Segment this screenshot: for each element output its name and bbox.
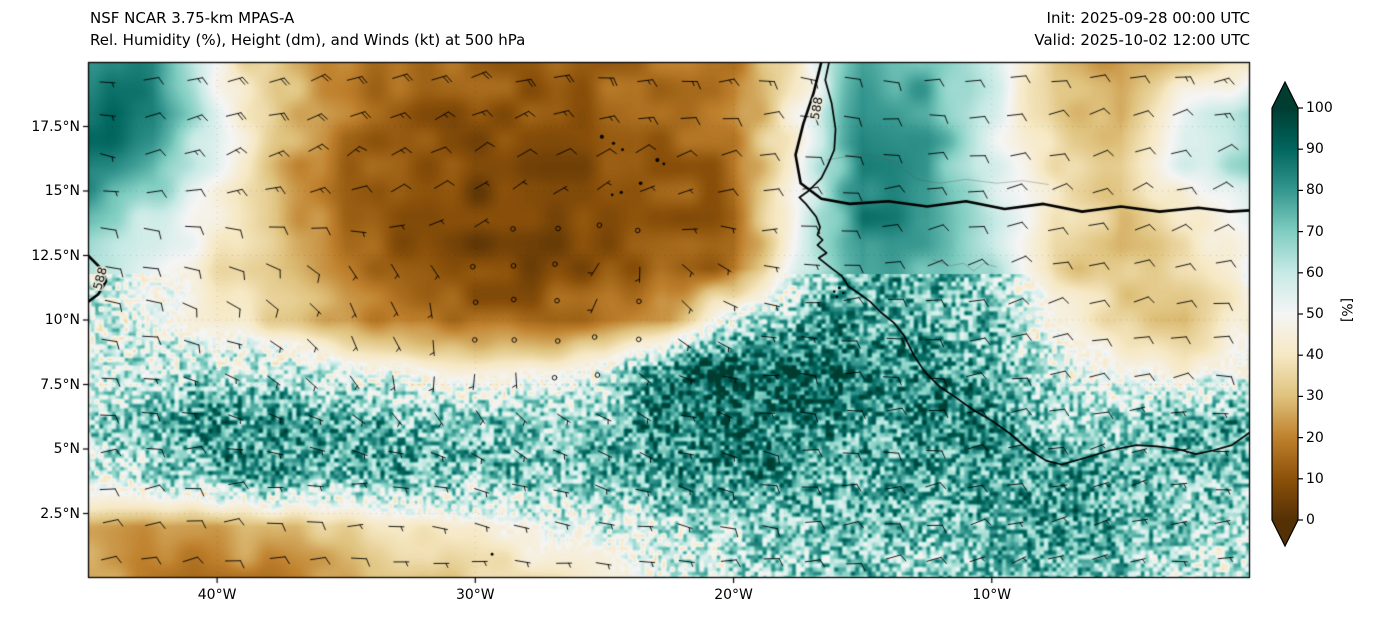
colorbar-tick-label: 40 xyxy=(1306,347,1324,364)
x-tick-label: 30°W xyxy=(455,587,495,603)
title-block: NSF NCAR 3.75-km MPAS-A Rel. Humidity (%… xyxy=(90,7,525,51)
y-tick-label: 15°N xyxy=(44,183,80,199)
model-title: NSF NCAR 3.75-km MPAS-A xyxy=(90,9,295,27)
colorbar-tick-label: 80 xyxy=(1306,182,1324,199)
colorbar-tick-label: 90 xyxy=(1306,141,1324,158)
x-tick-label: 40°W xyxy=(197,587,237,603)
init-time: Init: 2025-09-28 00:00 UTC xyxy=(1046,9,1250,27)
y-tick-label: 7.5°N xyxy=(40,376,80,393)
field-subtitle: Rel. Humidity (%), Height (dm), and Wind… xyxy=(90,31,526,49)
colorbar-tick-label: 10 xyxy=(1306,470,1324,487)
colorbar-gradient xyxy=(1271,80,1303,548)
colorbar-tick-label: 20 xyxy=(1306,429,1324,446)
y-tick-label: 2.5°N xyxy=(40,505,80,522)
colorbar-unit-label: [%] xyxy=(1338,297,1355,323)
colorbar-tick-label: 100 xyxy=(1306,100,1333,116)
colorbar-tick-label: 0 xyxy=(1306,512,1315,528)
valid-time: Valid: 2025-10-02 12:00 UTC xyxy=(1034,31,1250,49)
colorbar-tick-label: 30 xyxy=(1306,388,1324,405)
y-tick-label: 12.5°N xyxy=(31,247,80,264)
x-tick-label: 20°W xyxy=(714,587,753,603)
colorbar-tick-label: 50 xyxy=(1306,306,1324,322)
colorbar-tick-label: 70 xyxy=(1306,223,1324,240)
colorbar xyxy=(1262,70,1322,566)
y-tick-label: 5°N xyxy=(53,441,80,457)
colorbar-tick-label: 60 xyxy=(1306,264,1324,281)
y-tick-label: 10°N xyxy=(44,312,80,328)
time-block: Init: 2025-09-28 00:00 UTC Valid: 2025-1… xyxy=(1034,7,1250,51)
x-tick-label: 10°W xyxy=(972,587,1012,603)
y-tick-label: 17.5°N xyxy=(31,118,80,135)
